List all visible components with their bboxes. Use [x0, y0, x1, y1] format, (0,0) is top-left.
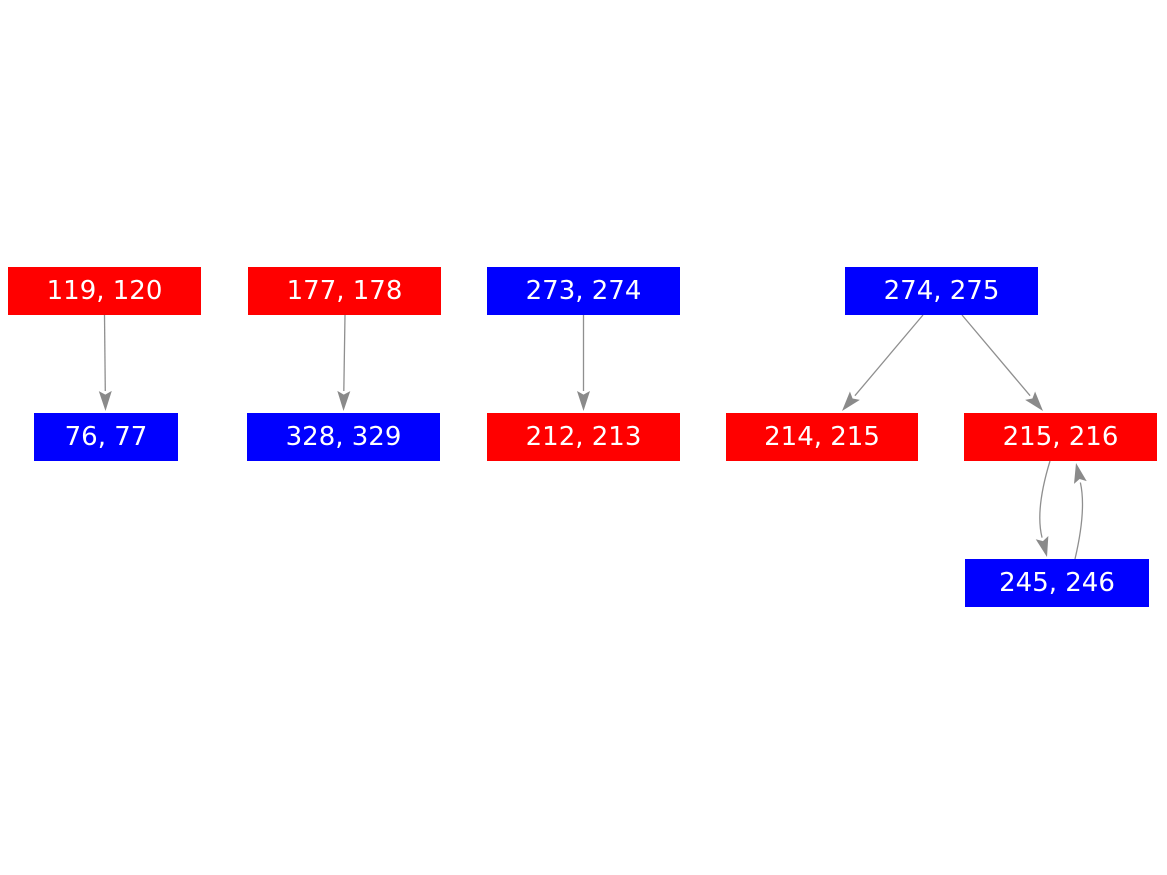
graph-edge-arrowhead [1025, 391, 1043, 411]
graph-node-n212-213: 212, 213 [487, 413, 680, 461]
graph-node-label: 119, 120 [46, 276, 163, 306]
graph-node-label: 76, 77 [64, 422, 148, 452]
graph-node-n177-178: 177, 178 [248, 267, 441, 315]
graph-node-n214-215: 214, 215 [726, 413, 918, 461]
graph-node-label: 215, 216 [1002, 422, 1119, 452]
graph-node-label: 328, 329 [285, 422, 402, 452]
graph-edge [103, 314, 106, 392]
graph-node-label: 177, 178 [286, 276, 403, 306]
graph-edge-arrowhead [1035, 536, 1049, 557]
graph-node-n215-216: 215, 216 [964, 413, 1157, 461]
graph-edge-arrowhead [337, 390, 351, 411]
graph-edge-arrowhead [98, 390, 112, 411]
graph-node-n274-275: 274, 275 [845, 267, 1038, 315]
graph-edge [343, 314, 346, 392]
graph-node-label: 274, 275 [883, 276, 1000, 306]
graph-edge [854, 314, 924, 397]
graph-edge [961, 314, 1031, 397]
graph-node-n76-77: 76, 77 [34, 413, 178, 461]
graph-node-label: 212, 213 [525, 422, 642, 452]
graph-node-label: 214, 215 [764, 422, 880, 452]
graph-node-label: 273, 274 [525, 276, 642, 306]
graph-node-n328-329: 328, 329 [247, 413, 440, 461]
graph-edge-arrowhead [842, 391, 860, 411]
graph-edge-arrowhead [577, 391, 590, 411]
graph-node-n245-246: 245, 246 [965, 559, 1149, 607]
graph-node-label: 245, 246 [999, 568, 1115, 598]
graph-edge-arrowhead [1074, 463, 1087, 484]
graph-edge [1074, 482, 1084, 560]
graph-node-n273-274: 273, 274 [487, 267, 680, 315]
graph-edge [1039, 460, 1051, 538]
graph-node-n119-120: 119, 120 [8, 267, 201, 315]
